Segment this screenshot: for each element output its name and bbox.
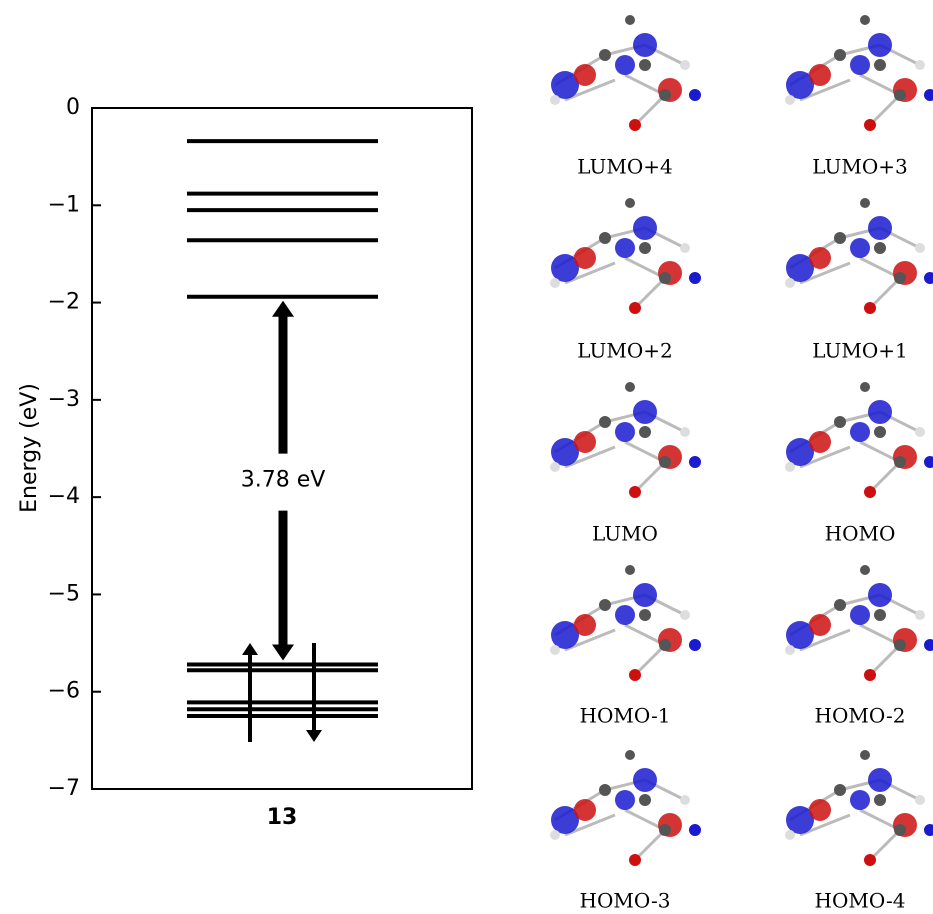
orbital-label: LUMO+2 bbox=[577, 339, 672, 363]
gap-label: 3.78 eV bbox=[241, 468, 326, 493]
orbital-label: LUMO+1 bbox=[812, 339, 907, 363]
orbital-label: HOMO-2 bbox=[815, 704, 906, 728]
category-label: 13 bbox=[267, 805, 298, 830]
orbital-label: HOMO-3 bbox=[580, 889, 671, 913]
molecule-images bbox=[548, 13, 933, 868]
orbital-label: LUMO+4 bbox=[577, 155, 672, 179]
y-tick-label: 0 bbox=[66, 95, 80, 120]
orbital-label: HOMO-4 bbox=[815, 889, 906, 913]
gap-arrow-head bbox=[272, 644, 294, 661]
orbital-label: HOMO bbox=[825, 522, 896, 546]
y-tick-label: −2 bbox=[48, 290, 80, 315]
gap-arrow-head bbox=[272, 300, 294, 317]
y-tick-label: −5 bbox=[48, 581, 80, 606]
y-tick-label: −1 bbox=[48, 192, 80, 217]
orbital-label: HOMO-1 bbox=[580, 704, 671, 728]
orbital-label: LUMO+3 bbox=[812, 155, 907, 179]
plot-frame bbox=[91, 107, 473, 790]
y-tick-label: −3 bbox=[48, 387, 80, 412]
y-tick-label: −7 bbox=[48, 776, 80, 801]
y-tick-label: −4 bbox=[48, 484, 80, 509]
y-axis-label: Energy (eV) bbox=[17, 383, 42, 513]
orbital-label: LUMO bbox=[592, 522, 658, 546]
y-tick-label: −6 bbox=[48, 679, 80, 704]
